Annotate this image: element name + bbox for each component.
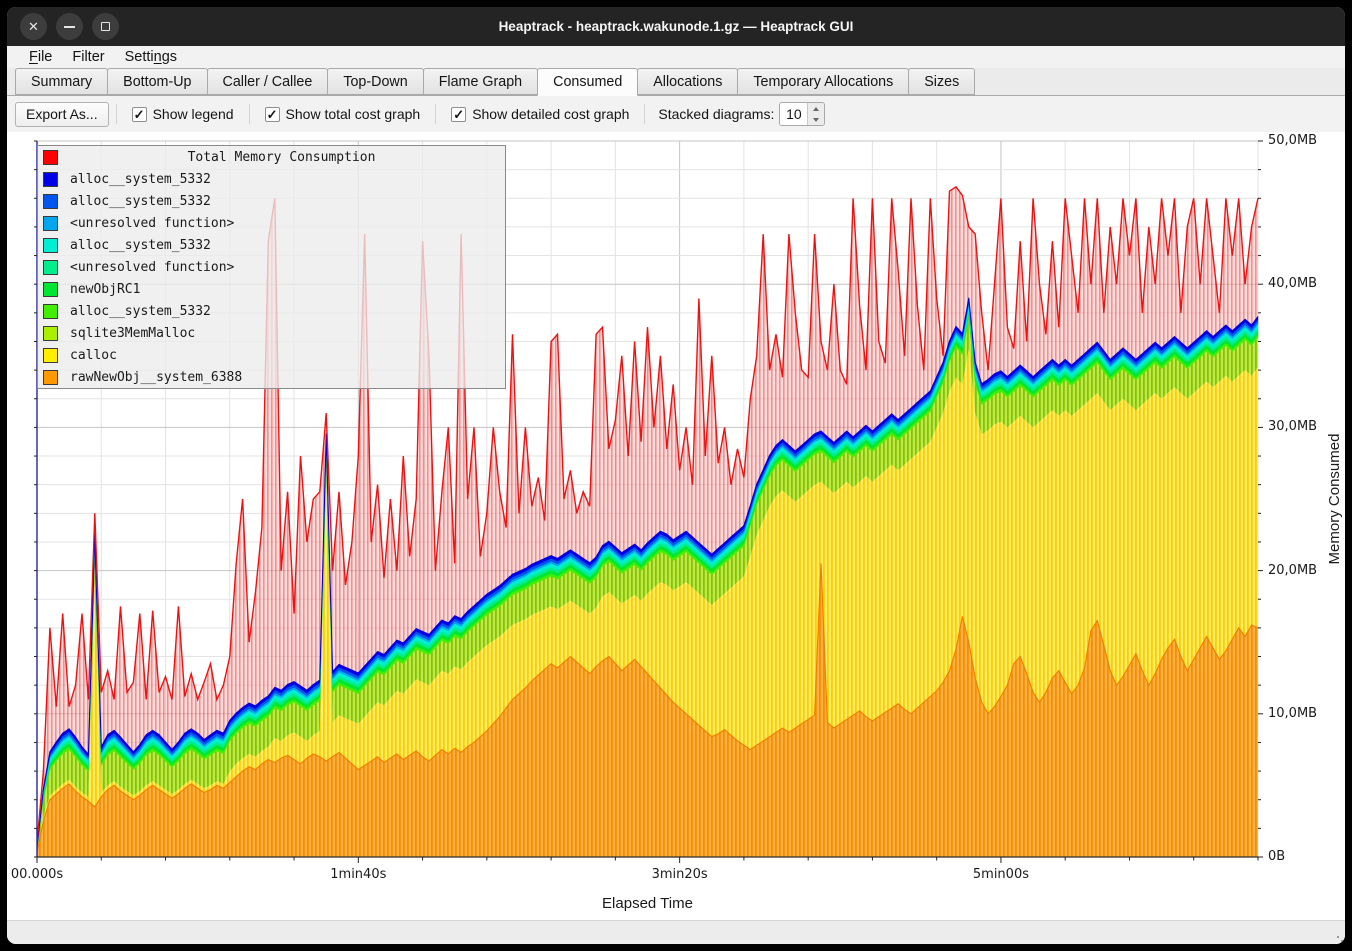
spin-up-button[interactable]: [808, 103, 824, 114]
legend-swatch-icon: [43, 150, 58, 165]
minimize-icon: [64, 26, 75, 28]
legend-swatch-icon: [43, 238, 58, 253]
title-bar: ✕ Heaptrack - heaptrack.wakunode.1.gz — …: [7, 7, 1345, 46]
desktop-background: ✕ Heaptrack - heaptrack.wakunode.1.gz — …: [0, 0, 1352, 951]
y-axis-tick-label: 50,0MB: [1268, 133, 1317, 148]
checkbox-label: Show legend: [153, 106, 234, 122]
legend-label: alloc__system_5332: [70, 238, 211, 253]
legend-label: alloc__system_5332: [70, 172, 211, 187]
legend-swatch-icon: [43, 216, 58, 231]
legend-item: alloc__system_5332: [38, 234, 505, 256]
legend-item: rawNewObj__system_6388: [38, 366, 505, 388]
legend-label: newObjRC1: [70, 282, 140, 297]
menu-settings[interactable]: Settings: [115, 46, 187, 68]
memory-consumption-chart: Total Memory Consumption alloc__system_53…: [7, 132, 1345, 920]
minimize-button[interactable]: [56, 13, 83, 40]
x-axis-tick-label: 5min00s: [973, 867, 1029, 882]
toolbar-separator: [116, 104, 117, 124]
checkbox-icon: ✓: [132, 107, 147, 122]
checkbox-icon: ✓: [265, 107, 280, 122]
chart-legend: Total Memory Consumption alloc__system_53…: [37, 145, 506, 389]
legend-label: <unresolved function>: [70, 216, 234, 231]
menu-filter[interactable]: Filter: [62, 46, 114, 68]
y-axis-tick-label: 0B: [1268, 849, 1285, 864]
toolbar-separator: [435, 104, 436, 124]
legend-item: <unresolved function>: [38, 256, 505, 278]
y-axis-tick-label: 30,0MB: [1268, 419, 1317, 434]
tab-summary[interactable]: Summary: [15, 68, 108, 95]
checkbox-icon: ✓: [451, 107, 466, 122]
window-title: Heaptrack - heaptrack.wakunode.1.gz — He…: [499, 19, 854, 34]
tab-caller-callee[interactable]: Caller / Callee: [207, 68, 329, 95]
legend-swatch-icon: [43, 326, 58, 341]
legend-item: alloc__system_5332: [38, 300, 505, 322]
legend-item: <unresolved function>: [38, 212, 505, 234]
tab-sizes[interactable]: Sizes: [908, 68, 975, 95]
y-axis-tick-label: 10,0MB: [1268, 706, 1317, 721]
legend-label: <unresolved function>: [70, 260, 234, 275]
y-axis-tick-label: 40,0MB: [1268, 276, 1317, 291]
toolbar: Export As... ✓ Show legend ✓ Show total cos…: [7, 96, 1345, 132]
legend-label: alloc__system_5332: [70, 304, 211, 319]
tab-bar: SummaryBottom-UpCaller / CalleeTop-DownF…: [7, 68, 1345, 96]
stacked-diagrams-label: Stacked diagrams:: [658, 106, 774, 122]
heaptrack-window: ✕ Heaptrack - heaptrack.wakunode.1.gz — …: [7, 7, 1345, 944]
maximize-button[interactable]: [92, 13, 119, 40]
checkbox-label: Show detailed cost graph: [472, 106, 629, 122]
legend-item: calloc: [38, 344, 505, 366]
checkbox-label: Show total cost graph: [286, 106, 421, 122]
tab-temporary-allocations[interactable]: Temporary Allocations: [737, 68, 909, 95]
resize-grip[interactable]: [1337, 936, 1339, 938]
status-bar: [7, 920, 1345, 944]
legend-swatch-icon: [43, 194, 58, 209]
legend-item: sqlite3MemMalloc: [38, 322, 505, 344]
tab-consumed[interactable]: Consumed: [537, 68, 638, 96]
legend-label: alloc__system_5332: [70, 194, 211, 209]
y-axis-tick-label: 20,0MB: [1268, 563, 1317, 578]
tab-allocations[interactable]: Allocations: [637, 68, 738, 95]
legend-item: alloc__system_5332: [38, 190, 505, 212]
legend-label: Total Memory Consumption: [58, 150, 505, 165]
legend-item: alloc__system_5332: [38, 168, 505, 190]
legend-label: rawNewObj__system_6388: [70, 370, 242, 385]
y-axis-title: Memory Consumed: [1326, 434, 1343, 565]
legend-swatch-icon: [43, 370, 58, 385]
export-as-button[interactable]: Export As...: [15, 102, 109, 127]
menu-bar: FileFilterSettings: [7, 46, 1345, 68]
close-button[interactable]: ✕: [20, 13, 47, 40]
x-axis-tick-label: 1min40s: [330, 867, 386, 882]
stacked-diagrams-input[interactable]: [780, 103, 807, 125]
checkbox-show-legend[interactable]: ✓ Show legend: [132, 106, 234, 122]
legend-swatch-icon: [43, 172, 58, 187]
legend-item: newObjRC1: [38, 278, 505, 300]
arrow-down-icon: [813, 118, 819, 122]
tab-top-down[interactable]: Top-Down: [327, 68, 423, 95]
spin-down-button[interactable]: [808, 114, 824, 125]
checkbox-show-total-cost-graph[interactable]: ✓ Show total cost graph: [265, 106, 421, 122]
toolbar-separator: [249, 104, 250, 124]
close-icon: ✕: [28, 20, 39, 33]
toolbar-separator: [644, 104, 645, 124]
legend-swatch-icon: [43, 348, 58, 363]
tab-bottom-up[interactable]: Bottom-Up: [107, 68, 207, 95]
tab-flame-graph[interactable]: Flame Graph: [423, 68, 538, 95]
legend-label: calloc: [70, 348, 117, 363]
arrow-up-icon: [813, 107, 819, 111]
x-axis-title: Elapsed Time: [602, 895, 693, 912]
legend-swatch-icon: [43, 282, 58, 297]
x-axis-tick-label: 00.000s: [11, 867, 63, 882]
legend-swatch-icon: [43, 260, 58, 275]
legend-swatch-icon: [43, 304, 58, 319]
checkbox-show-detailed-cost-graph[interactable]: ✓ Show detailed cost graph: [451, 106, 629, 122]
stacked-diagrams-spinbox: [779, 102, 825, 126]
menu-file[interactable]: File: [19, 46, 62, 68]
legend-title-row: Total Memory Consumption: [38, 146, 505, 168]
legend-label: sqlite3MemMalloc: [70, 326, 195, 341]
maximize-icon: [101, 22, 110, 31]
x-axis-tick-label: 3min20s: [652, 867, 708, 882]
